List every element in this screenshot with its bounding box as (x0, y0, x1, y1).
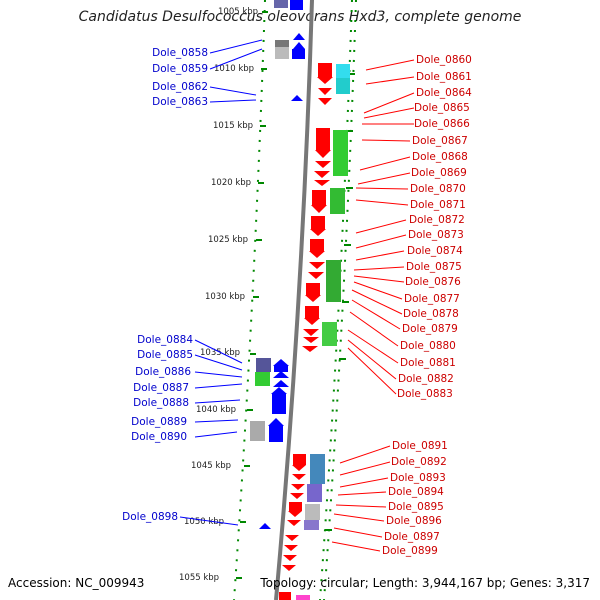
genome-backbone (274, 0, 314, 600)
gene-label[interactable]: Dole_0877 (404, 293, 460, 305)
genome-summary-text: Topology: circular; Length: 3,944,167 bp… (260, 576, 590, 590)
gene-label[interactable]: Dole_0878 (403, 308, 459, 320)
gene-label[interactable]: Dole_0875 (406, 261, 462, 273)
gene-label[interactable]: Dole_0886 (135, 366, 191, 378)
gene-label[interactable]: Dole_0872 (409, 214, 465, 226)
gene-label[interactable]: Dole_0879 (402, 323, 458, 335)
tick-label: 1020 kbp (211, 178, 251, 188)
right-leader-lines (331, 59, 415, 552)
tick-label: 1050 kbp (184, 517, 224, 527)
gene-label[interactable]: Dole_0867 (412, 135, 468, 147)
gene-label[interactable]: Dole_0880 (400, 340, 456, 352)
gene-label[interactable]: Dole_0893 (390, 472, 446, 484)
accession-text: Accession: NC_009943 (8, 576, 145, 590)
gene-label[interactable]: Dole_0881 (400, 357, 456, 369)
map-title: Candidatus Desulfococcus oleovorans Hxd3… (78, 9, 522, 25)
gene-label[interactable]: Dole_0887 (133, 382, 189, 394)
gene-label[interactable]: Dole_0898 (122, 511, 178, 523)
gene-label[interactable]: Dole_0897 (384, 531, 440, 543)
cog-category-blocks (250, 0, 350, 600)
gene-label[interactable]: Dole_0873 (408, 229, 464, 241)
gene-label[interactable]: Dole_0882 (398, 373, 454, 385)
gene-label[interactable]: Dole_0876 (405, 276, 461, 288)
gene-label[interactable]: Dole_0889 (131, 416, 187, 428)
tick-label: 1055 kbp (179, 573, 219, 583)
gene-label[interactable]: Dole_0869 (411, 167, 467, 179)
tick-label: 1040 kbp (196, 405, 236, 415)
gene-label[interactable]: Dole_0874 (407, 245, 463, 257)
tick-label: 1035 kbp (200, 348, 240, 358)
gene-label[interactable]: Dole_0859 (152, 63, 208, 75)
gene-label[interactable]: Dole_0890 (131, 431, 187, 443)
forward-strand-genes (279, 63, 333, 600)
gene-label[interactable]: Dole_0883 (397, 388, 453, 400)
gene-label[interactable]: Dole_0861 (416, 71, 472, 83)
gene-label[interactable]: Dole_0864 (416, 87, 472, 99)
tick-label: 1015 kbp (213, 121, 253, 131)
gene-label[interactable]: Dole_0863 (152, 96, 208, 108)
reverse-strand-genes (259, 0, 305, 529)
gene-label[interactable]: Dole_0865 (414, 102, 470, 114)
tick-label: 1005 kbp (218, 7, 258, 17)
gene-label[interactable]: Dole_0891 (392, 440, 448, 452)
gene-label[interactable]: Dole_0885 (137, 349, 193, 361)
gene-label[interactable]: Dole_0871 (410, 199, 466, 211)
tick-labels: 1005 kbp 1010 kbp 1015 kbp 1020 kbp 1025… (179, 7, 258, 583)
gene-label[interactable]: Dole_0888 (133, 397, 189, 409)
tick-label: 1030 kbp (205, 292, 245, 302)
gene-label[interactable]: Dole_0868 (412, 151, 468, 163)
gene-label[interactable]: Dole_0862 (152, 81, 208, 93)
gene-label[interactable]: Dole_0860 (416, 54, 472, 66)
gene-label[interactable]: Dole_0866 (414, 118, 470, 130)
right-gene-labels: Dole_0860 Dole_0861 Dole_0864 Dole_0865 … (382, 54, 472, 557)
tick-label: 1010 kbp (214, 64, 254, 74)
gene-label[interactable]: Dole_0892 (391, 456, 447, 468)
gene-label[interactable]: Dole_0884 (137, 334, 193, 346)
left-gene-labels: Dole_0858 Dole_0859 Dole_0862 Dole_0863 … (122, 47, 208, 523)
gene-label[interactable]: Dole_0899 (382, 545, 438, 557)
gene-label[interactable]: Dole_0895 (388, 501, 444, 513)
tick-label: 1025 kbp (208, 235, 248, 245)
gene-label[interactable]: Dole_0858 (152, 47, 208, 59)
gene-label[interactable]: Dole_0870 (410, 183, 466, 195)
tick-label: 1045 kbp (191, 461, 231, 471)
left-leader-lines (179, 39, 263, 526)
gene-label[interactable]: Dole_0896 (386, 515, 442, 527)
gene-label[interactable]: Dole_0894 (388, 486, 444, 498)
